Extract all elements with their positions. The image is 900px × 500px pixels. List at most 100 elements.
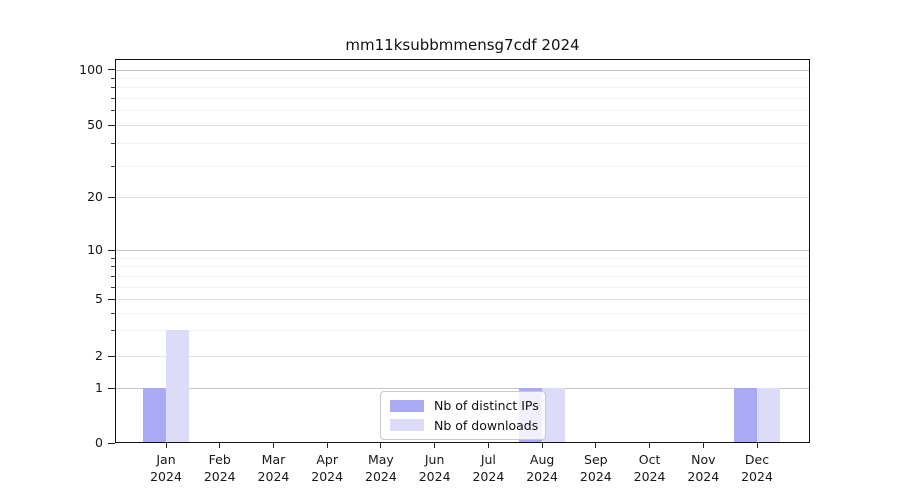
- legend: Nb of distinct IPs Nb of downloads: [380, 391, 546, 440]
- y-tick-minor: [111, 275, 115, 277]
- x-tick: [165, 443, 167, 448]
- x-tick-month: Apr: [316, 452, 338, 467]
- gridline: [116, 69, 809, 71]
- x-tick-label-sep: Sep 2024: [564, 452, 628, 485]
- legend-label: Nb of distinct IPs: [434, 398, 539, 414]
- y-tick-label: 5: [95, 291, 103, 306]
- x-tick-label-jan: Jan 2024: [134, 452, 198, 485]
- x-tick-month: May: [367, 452, 394, 467]
- gridline-minor: [116, 258, 809, 259]
- y-tick-minor: [111, 329, 115, 331]
- x-tick-label-oct: Oct 2024: [618, 452, 682, 485]
- gridline-minor: [116, 87, 809, 88]
- x-tick-label-nov: Nov 2024: [671, 452, 735, 485]
- legend-swatch-downloads: [390, 419, 424, 432]
- y-tick-minor: [111, 86, 115, 88]
- x-tick-year: 2024: [741, 468, 773, 484]
- gridline-minor: [116, 266, 809, 267]
- y-tick-label: 0: [95, 435, 103, 450]
- y-tick-minor: [111, 312, 115, 314]
- y-tick: [108, 442, 115, 444]
- x-tick-month: Feb: [208, 452, 231, 467]
- gridline-minor: [116, 330, 809, 331]
- x-tick-label-jun: Jun 2024: [403, 452, 467, 485]
- gridline-minor: [116, 313, 809, 314]
- y-tick-minor: [111, 257, 115, 259]
- x-tick: [326, 443, 328, 448]
- legend-item-distinct-ips: Nb of distinct IPs: [390, 398, 539, 414]
- x-tick: [595, 443, 597, 448]
- y-tick-minor: [111, 286, 115, 288]
- x-tick-year: 2024: [472, 468, 505, 484]
- bar-nb-of-distinct-ips-dec: [734, 388, 758, 442]
- x-tick-year: 2024: [579, 468, 612, 484]
- x-tick-year: 2024: [203, 468, 236, 484]
- y-tick-minor: [111, 142, 115, 144]
- chart-title: mm11ksubbmmensg7cdf 2024: [345, 36, 580, 54]
- x-tick-year: 2024: [687, 468, 720, 484]
- legend-label: Nb of downloads: [434, 417, 539, 433]
- y-tick-minor: [111, 97, 115, 99]
- x-tick-year: 2024: [526, 468, 559, 484]
- gridline-minor: [116, 98, 809, 99]
- x-tick-label-feb: Feb 2024: [188, 452, 252, 485]
- gridline-minor: [116, 78, 809, 79]
- x-tick-month: Mar: [261, 452, 286, 467]
- x-tick-month: Dec: [744, 452, 770, 467]
- x-tick-label-apr: Apr 2024: [295, 452, 359, 485]
- x-tick-month: Oct: [638, 452, 661, 467]
- x-tick-month: Sep: [584, 452, 608, 467]
- gridline: [116, 125, 809, 126]
- x-tick-year: 2024: [365, 468, 397, 484]
- x-tick: [487, 443, 489, 448]
- y-tick-label: 50: [87, 117, 103, 132]
- gridline-minor: [116, 110, 809, 111]
- x-tick: [756, 443, 758, 448]
- x-tick-year: 2024: [311, 468, 344, 484]
- y-tick: [108, 355, 115, 357]
- x-tick-label-mar: Mar 2024: [241, 452, 305, 485]
- y-tick-label: 20: [87, 189, 103, 204]
- x-tick-year: 2024: [150, 468, 182, 484]
- y-tick: [108, 124, 115, 126]
- y-tick: [108, 196, 115, 198]
- legend-swatch-distinct-ips: [390, 399, 424, 412]
- plot-area: [115, 59, 810, 443]
- y-tick: [108, 298, 115, 300]
- gridline: [116, 197, 809, 198]
- x-tick: [380, 443, 382, 448]
- x-tick-month: Jul: [480, 452, 496, 467]
- x-tick: [649, 443, 651, 448]
- x-tick: [702, 443, 704, 448]
- x-tick-year: 2024: [418, 468, 451, 484]
- x-tick-month: Nov: [691, 452, 716, 467]
- x-tick: [272, 443, 274, 448]
- gridline: [116, 250, 809, 251]
- x-tick-month: Aug: [529, 452, 555, 467]
- gridline-minor: [116, 166, 809, 167]
- legend-item-downloads: Nb of downloads: [390, 417, 539, 433]
- y-tick-label: 100: [79, 61, 103, 77]
- x-tick-month: Jan: [156, 452, 176, 467]
- gridline-minor: [116, 287, 809, 288]
- bar-nb-of-downloads-aug: [542, 388, 566, 442]
- y-tick-minor: [111, 109, 115, 111]
- gridline-minor: [116, 143, 809, 144]
- y-tick: [108, 387, 115, 389]
- gridline: [116, 299, 809, 300]
- gridline: [116, 356, 809, 357]
- y-tick: [108, 69, 115, 70]
- y-tick-label: 1: [95, 380, 103, 395]
- y-tick-label: 10: [87, 242, 103, 257]
- x-tick-label-may: May 2024: [349, 452, 413, 485]
- bar-nb-of-downloads-dec: [757, 388, 781, 442]
- x-tick-label-jul: Jul 2024: [456, 452, 520, 485]
- x-tick-label-aug: Aug 2024: [510, 452, 574, 485]
- bar-nb-of-distinct-ips-jan: [143, 388, 166, 442]
- x-tick-year: 2024: [257, 468, 290, 484]
- y-tick-minor: [111, 77, 115, 79]
- x-tick-label-dec: Dec 2024: [725, 452, 789, 485]
- y-tick-minor: [111, 165, 115, 167]
- x-tick: [219, 443, 221, 448]
